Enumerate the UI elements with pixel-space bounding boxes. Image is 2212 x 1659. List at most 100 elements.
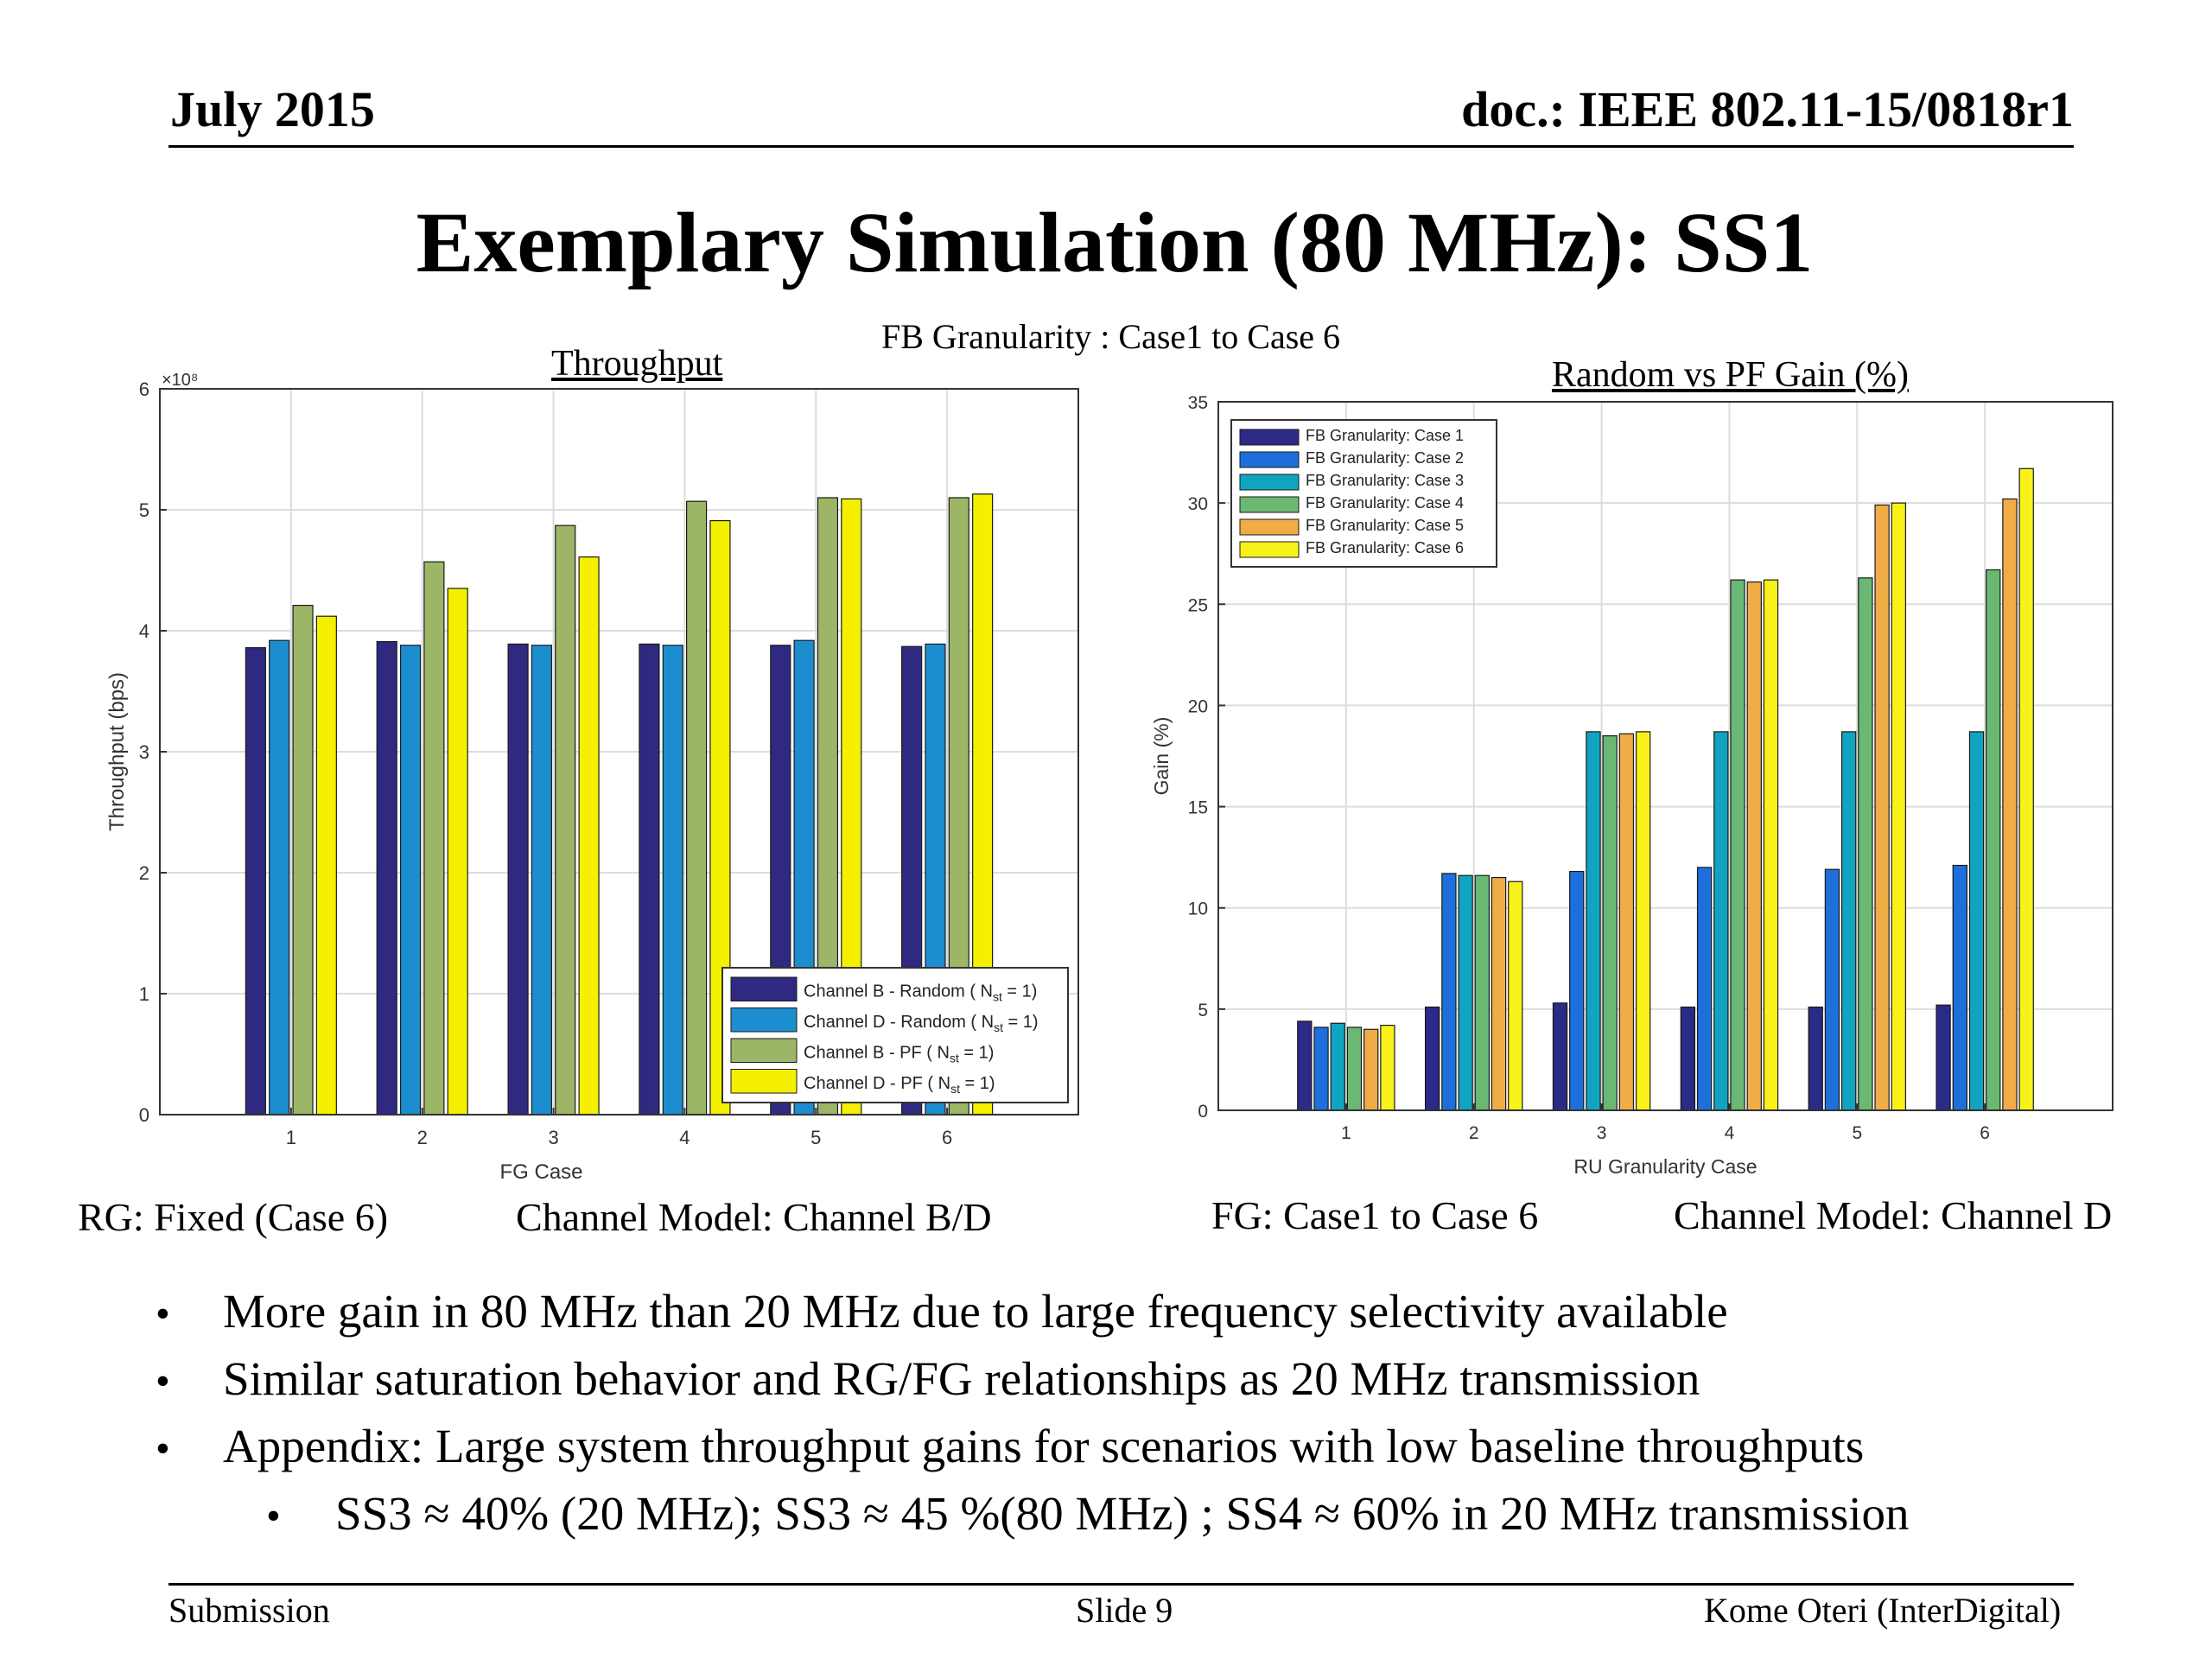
y-tick-label: 2 bbox=[139, 862, 149, 884]
x-tick-label: 4 bbox=[1725, 1123, 1735, 1143]
legend-swatch bbox=[1239, 541, 1300, 558]
bar bbox=[578, 556, 600, 1116]
bullet-marker: • bbox=[156, 1426, 170, 1471]
legend-label: FB Granularity: Case 6 bbox=[1306, 539, 1464, 556]
bar bbox=[1968, 731, 1985, 1111]
bar bbox=[315, 615, 337, 1116]
bar bbox=[1602, 734, 1618, 1111]
y-tick-label: 10 bbox=[1188, 899, 1208, 919]
bar bbox=[1808, 1006, 1823, 1111]
legend-label: Channel D - Random ( Nst = 1) bbox=[804, 1013, 1039, 1034]
bar bbox=[2002, 498, 2018, 1111]
bar bbox=[2018, 467, 2034, 1111]
sub-bullet-item: SS3 ≈ 40% (20 MHz); SS3 ≈ 45 %(80 MHz) ;… bbox=[335, 1487, 1910, 1540]
x-tick-label: 5 bbox=[1852, 1123, 1862, 1143]
footer-rule bbox=[168, 1583, 2074, 1586]
caption-channel-model-d: Channel Model: Channel D bbox=[1674, 1193, 2113, 1237]
x-tick-label: 1 bbox=[286, 1127, 296, 1148]
legend-label: FB Granularity: Case 2 bbox=[1306, 449, 1464, 467]
bar bbox=[1424, 1006, 1440, 1111]
y-tick-label: 25 bbox=[1188, 595, 1208, 615]
x-tick-label: 1 bbox=[1341, 1123, 1351, 1143]
x-tick-label: 3 bbox=[1597, 1123, 1607, 1143]
bar bbox=[507, 643, 529, 1116]
bar bbox=[555, 524, 576, 1116]
x-tick-label: 6 bbox=[1980, 1123, 1990, 1143]
bar bbox=[1380, 1024, 1395, 1111]
caption-rg-fixed: RG: Fixed (Case 6) bbox=[78, 1195, 389, 1239]
header-date: July 2015 bbox=[170, 81, 375, 137]
bar bbox=[1763, 579, 1779, 1111]
y-tick-label: 0 bbox=[1198, 1102, 1208, 1122]
bar bbox=[662, 645, 683, 1116]
bar bbox=[1330, 1022, 1345, 1111]
bar bbox=[1746, 581, 1762, 1111]
y-tick-label: 4 bbox=[139, 620, 149, 642]
x-axis-label: RU Granularity Case bbox=[1573, 1155, 1757, 1178]
bar bbox=[1491, 876, 1507, 1111]
y-tick-label: 0 bbox=[139, 1104, 149, 1126]
legend-label: FB Granularity: Case 1 bbox=[1306, 427, 1464, 444]
axes-box bbox=[1217, 401, 2113, 1111]
x-tick-label: 5 bbox=[810, 1127, 821, 1148]
legend-swatch bbox=[1239, 451, 1300, 468]
legend-swatch bbox=[730, 1038, 798, 1063]
bullet-marker: • bbox=[156, 1358, 170, 1404]
bullet-item: Similar saturation behavior and RG/FG re… bbox=[223, 1352, 1700, 1405]
y-tick-label: 1 bbox=[139, 983, 149, 1005]
footer-submission: Submission bbox=[168, 1591, 330, 1630]
bar bbox=[1635, 731, 1651, 1111]
legend-swatch bbox=[730, 1069, 798, 1094]
slide-title: Exemplary Simulation (80 MHz): SS1 bbox=[416, 194, 1814, 290]
bar bbox=[1458, 874, 1473, 1111]
fb-granularity-note: FB Granularity : Case1 to Case 6 bbox=[881, 317, 1341, 356]
bar bbox=[1841, 731, 1857, 1111]
bullet-item: Appendix: Large system throughput gains … bbox=[223, 1420, 1865, 1472]
bar bbox=[686, 500, 708, 1116]
legend-label: FB Granularity: Case 4 bbox=[1306, 494, 1464, 512]
bar bbox=[1874, 504, 1890, 1111]
bar bbox=[1936, 1004, 1951, 1111]
x-tick-label: 4 bbox=[679, 1127, 690, 1148]
y-tick-label: 5 bbox=[139, 499, 149, 521]
bar bbox=[1474, 874, 1490, 1111]
bar bbox=[1891, 502, 1907, 1111]
bar bbox=[531, 645, 552, 1116]
legend-label: FB Granularity: Case 5 bbox=[1306, 517, 1464, 534]
bar bbox=[1952, 864, 1967, 1111]
bar bbox=[1552, 1002, 1568, 1111]
bar bbox=[292, 605, 314, 1116]
legend-label: Channel D - PF ( Nst = 1) bbox=[804, 1074, 995, 1096]
x-tick-label: 6 bbox=[942, 1127, 952, 1148]
bar bbox=[1824, 868, 1840, 1111]
footer-slide-number: Slide 9 bbox=[1076, 1591, 1173, 1630]
throughput-chart-title: Throughput bbox=[551, 344, 723, 384]
legend-swatch bbox=[730, 976, 798, 1001]
bar bbox=[423, 561, 445, 1116]
y-tick-label: 6 bbox=[139, 378, 149, 400]
legend-swatch bbox=[1239, 496, 1300, 513]
bar bbox=[245, 647, 266, 1116]
bar bbox=[1586, 731, 1601, 1111]
bar bbox=[376, 641, 397, 1116]
footer-author: Kome Oteri (InterDigital) bbox=[1704, 1591, 2062, 1630]
legend-label: Channel B - Random ( Nst = 1) bbox=[804, 982, 1037, 1004]
bullet-marker: • bbox=[156, 1291, 170, 1337]
y-tick-label: 15 bbox=[1188, 798, 1208, 818]
gain-bar-chart: 0 5 10 15 20 25 30 35 1 2 3 4 5 6 RU Granularity Case G… bbox=[1150, 393, 2113, 1178]
legend-label: FB Granularity: Case 3 bbox=[1306, 472, 1464, 489]
x-tick-label: 2 bbox=[1469, 1123, 1479, 1143]
bar bbox=[1858, 577, 1873, 1111]
y-axis-label: Throughput (bps) bbox=[105, 672, 129, 831]
x-tick-label: 2 bbox=[417, 1127, 428, 1148]
x-tick-label: 3 bbox=[548, 1127, 558, 1148]
legend-swatch bbox=[730, 1007, 798, 1033]
bar bbox=[1569, 870, 1585, 1111]
legend-swatch bbox=[1239, 518, 1300, 536]
y-tick-label: 35 bbox=[1188, 393, 1208, 413]
throughput-bar-chart: 0 1 2 3 4 5 6 1 2 3 4 5 6 FG Case Throughput (bps) ×10⁸… bbox=[105, 371, 1079, 1184]
axes-box bbox=[159, 388, 1079, 1116]
bar bbox=[1508, 880, 1523, 1111]
y-tick-label: 5 bbox=[1198, 1001, 1208, 1020]
bar bbox=[1986, 569, 2001, 1111]
